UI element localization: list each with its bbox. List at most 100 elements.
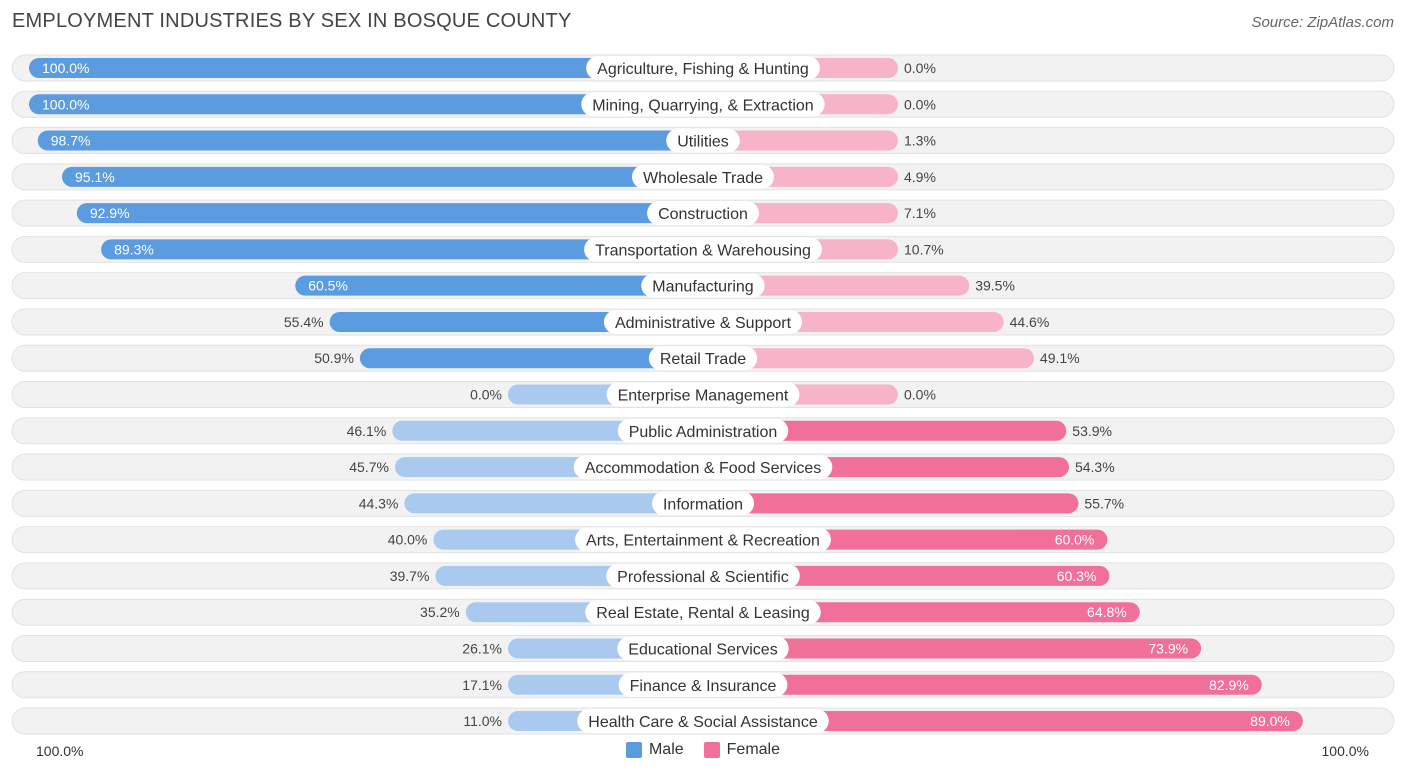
male-value-label: 98.7% bbox=[51, 133, 91, 149]
category-label: Public Administration bbox=[629, 424, 778, 441]
category-label: Utilities bbox=[677, 134, 729, 151]
female-value-label: 10.7% bbox=[904, 241, 944, 257]
category-pill bbox=[617, 418, 789, 443]
female-bar bbox=[703, 674, 1262, 695]
category-label: Wholesale Trade bbox=[643, 170, 763, 187]
female-bar bbox=[703, 493, 1079, 514]
female-value-label: 0.0% bbox=[904, 96, 936, 112]
chart-canvas: 100.0% 0.0% Agriculture, Fishing & Hunting… bbox=[11, 54, 1395, 735]
category-pill bbox=[585, 600, 821, 625]
category-pill bbox=[606, 382, 800, 407]
female-value-label: 64.8% bbox=[1087, 604, 1127, 620]
female-value-label: 0.0% bbox=[904, 387, 936, 403]
legend-female-label: Female bbox=[726, 741, 781, 758]
female-value-label: 89.0% bbox=[1250, 713, 1290, 729]
male-value-label: 95.1% bbox=[75, 169, 115, 185]
female-value-label: 4.9% bbox=[904, 169, 936, 185]
male-value-label: 50.9% bbox=[314, 350, 354, 366]
category-label: Transportation & Warehousing bbox=[595, 242, 811, 259]
male-bar bbox=[76, 203, 703, 224]
female-value-label: 49.1% bbox=[1040, 350, 1080, 366]
male-value-label: 39.7% bbox=[390, 568, 430, 584]
male-value-label: 92.9% bbox=[90, 205, 130, 221]
category-label: Arts, Entertainment & Recreation bbox=[586, 533, 820, 550]
category-label: Mining, Quarrying, & Extraction bbox=[592, 97, 813, 114]
female-value-label: 73.9% bbox=[1148, 640, 1188, 656]
legend-male-label: Male bbox=[648, 741, 684, 758]
female-value-label: 55.7% bbox=[1084, 495, 1124, 511]
category-pill bbox=[581, 92, 825, 117]
category-pill bbox=[666, 128, 740, 153]
male-value-label: 100.0% bbox=[42, 96, 89, 112]
female-value-label: 60.3% bbox=[1057, 568, 1097, 584]
female-value-label: 7.1% bbox=[904, 205, 936, 221]
source-label: Source: ZipAtlas.com bbox=[1251, 14, 1394, 31]
female-bar bbox=[703, 348, 1034, 369]
category-pill bbox=[651, 491, 755, 516]
female-value-label: 0.0% bbox=[904, 60, 936, 76]
category-pill bbox=[606, 563, 800, 588]
category-label: Information bbox=[663, 496, 743, 513]
male-value-label: 45.7% bbox=[349, 459, 389, 475]
category-pill bbox=[575, 527, 831, 552]
male-value-label: 11.0% bbox=[463, 713, 502, 729]
category-label: Agriculture, Fishing & Hunting bbox=[597, 61, 809, 78]
male-value-label: 35.2% bbox=[420, 604, 460, 620]
male-value-label: 17.1% bbox=[462, 677, 502, 693]
female-value-label: 53.9% bbox=[1072, 423, 1112, 439]
female-value-label: 82.9% bbox=[1209, 677, 1249, 693]
category-label: Finance & Insurance bbox=[630, 678, 777, 695]
category-label: Administrative & Support bbox=[615, 315, 792, 332]
male-value-label: 100.0% bbox=[42, 60, 89, 76]
category-label: Educational Services bbox=[628, 641, 777, 658]
male-value-label: 46.1% bbox=[347, 423, 387, 439]
male-value-label: 40.0% bbox=[388, 532, 428, 548]
male-bar bbox=[404, 493, 703, 514]
female-bar bbox=[703, 130, 898, 151]
female-bar bbox=[703, 711, 1303, 732]
category-label: Enterprise Management bbox=[618, 388, 789, 405]
male-swatch bbox=[625, 742, 642, 758]
category-pill bbox=[603, 309, 803, 334]
male-bar bbox=[29, 58, 703, 78]
female-value-label: 1.3% bbox=[904, 133, 936, 149]
category-pill bbox=[641, 273, 765, 298]
female-value-label: 60.0% bbox=[1055, 532, 1095, 548]
legend-item-female: Female bbox=[703, 741, 781, 759]
category-label: Professional & Scientific bbox=[617, 569, 789, 586]
category-label: Construction bbox=[658, 206, 748, 223]
female-bar bbox=[703, 565, 1110, 586]
category-pill bbox=[584, 237, 822, 262]
female-value-label: 39.5% bbox=[975, 278, 1015, 294]
category-pill bbox=[631, 164, 775, 189]
category-label: Retail Trade bbox=[660, 351, 746, 368]
axis-left-label: 100.0% bbox=[36, 743, 84, 759]
female-bar bbox=[703, 275, 970, 296]
category-label: Accommodation & Food Services bbox=[585, 460, 822, 477]
female-value-label: 44.6% bbox=[1010, 314, 1050, 330]
male-value-label: 44.3% bbox=[359, 495, 399, 511]
male-value-label: 26.1% bbox=[462, 640, 502, 656]
female-bar bbox=[703, 638, 1202, 659]
male-value-label: 0.0% bbox=[470, 387, 502, 403]
category-pill bbox=[586, 56, 820, 80]
category-label: Real Estate, Rental & Leasing bbox=[596, 605, 809, 622]
category-pill bbox=[577, 709, 829, 734]
legend-item-male: Male bbox=[625, 741, 684, 759]
male-bar bbox=[295, 275, 703, 296]
male-value-label: 60.5% bbox=[308, 278, 348, 294]
category-pill bbox=[648, 346, 758, 371]
category-pill bbox=[617, 636, 789, 661]
axis-right-label: 100.0% bbox=[1321, 743, 1369, 759]
male-bar bbox=[62, 166, 703, 187]
female-value-label: 54.3% bbox=[1075, 459, 1115, 475]
category-pill bbox=[618, 672, 788, 697]
male-bar bbox=[101, 239, 704, 260]
legend: Male Female bbox=[0, 741, 1406, 759]
female-bar bbox=[703, 420, 1067, 441]
category-label: Health Care & Social Assistance bbox=[588, 714, 818, 731]
male-value-label: 89.3% bbox=[114, 241, 154, 257]
male-bar bbox=[29, 94, 703, 115]
chart-title: EMPLOYMENT INDUSTRIES BY SEX IN BOSQUE C… bbox=[12, 10, 572, 32]
male-bar bbox=[359, 348, 703, 369]
